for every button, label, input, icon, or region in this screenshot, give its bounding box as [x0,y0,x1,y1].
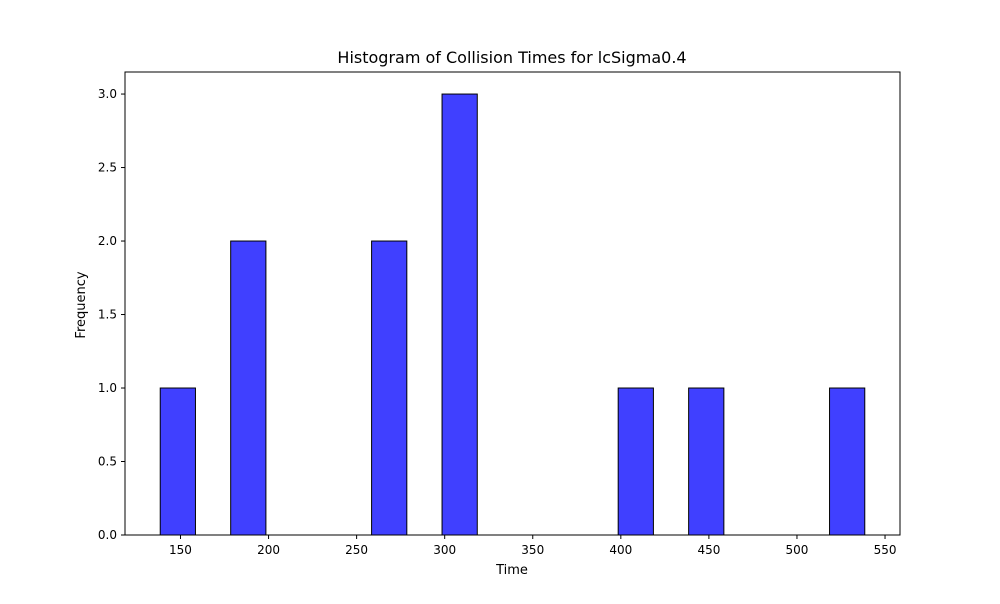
x-tick-label: 500 [786,543,809,557]
histogram-bar [829,387,866,536]
y-tick-label: 2.5 [98,161,117,175]
x-tick-label: 450 [697,543,720,557]
y-tick-label: 0.0 [98,528,117,542]
histogram-bar [371,240,408,536]
x-axis-ticks: 150 200 250 300 350 400 450 500 550 [169,535,896,557]
x-tick-label: 250 [345,543,368,557]
x-tick-label: 300 [433,543,456,557]
plot-frame [124,71,901,536]
y-tick-label: 0.5 [98,455,117,469]
chart-title: Histogram of Collision Times for lcSigma… [337,48,686,67]
y-axis-label: Frequency [74,271,89,338]
y-tick-label: 3.0 [98,87,117,101]
y-axis-ticks: 0.0 0.5 1.0 1.5 2.0 2.5 3.0 [98,87,125,542]
y-tick-label: 1.0 [98,381,117,395]
x-tick-label: 150 [169,543,192,557]
x-axis-label: Time [495,563,528,578]
histogram-bar [617,387,654,536]
x-tick-label: 350 [521,543,544,557]
y-tick-label: 1.5 [98,308,117,322]
histogram-bar [441,93,478,536]
y-tick-label: 2.0 [98,234,117,248]
x-tick-label: 400 [609,543,632,557]
histogram-bar [230,240,267,536]
bars-group [159,93,866,536]
x-tick-label: 200 [257,543,280,557]
histogram-bar [159,387,196,536]
x-tick-label: 550 [874,543,897,557]
histogram-bar [688,387,725,536]
